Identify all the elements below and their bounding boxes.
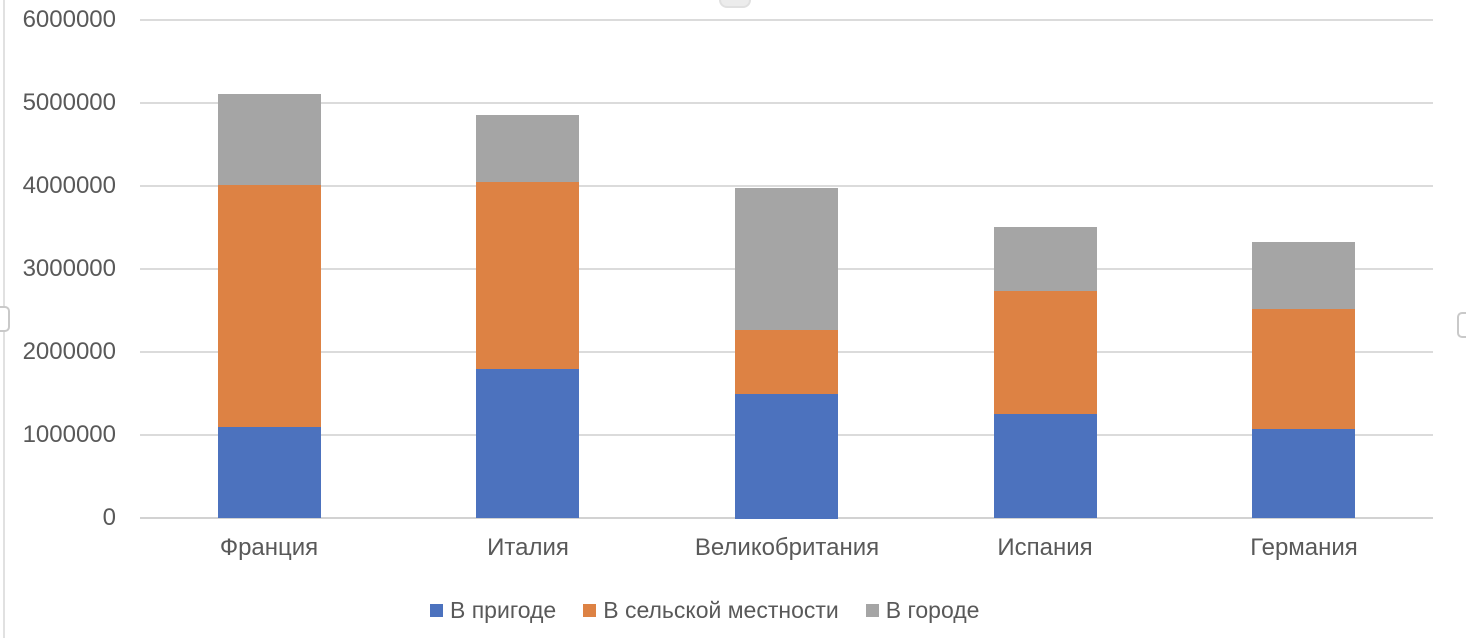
- y-axis-tick-label: 3000000: [22, 255, 116, 282]
- chart-resize-handle-left[interactable]: [0, 306, 10, 332]
- bar-segment-2-2[interactable]: [476, 182, 579, 369]
- x-axis-category-label: Франция: [219, 534, 319, 561]
- chart-frame-left-border: [3, 332, 5, 638]
- bar-segment-4-1[interactable]: [994, 414, 1097, 518]
- y-axis-tick-label: 0: [102, 504, 116, 531]
- bar-segment-5-3[interactable]: [1252, 242, 1355, 309]
- legend-swatch-icon: [583, 604, 597, 617]
- legend-swatch-icon: [430, 604, 443, 617]
- legend-label: В пригоде: [450, 597, 557, 623]
- y-axis-tick-label: 1000000: [22, 421, 116, 448]
- bar-segment-1-3[interactable]: [218, 94, 321, 185]
- legend-swatch-icon: [865, 604, 879, 617]
- y-gridline: [140, 185, 1433, 187]
- bar-segment-3-2[interactable]: [735, 330, 838, 394]
- bar-segment-3-1[interactable]: [735, 394, 838, 519]
- bar-segment-2-1[interactable]: [476, 369, 579, 518]
- legend-item[interactable]: В городе: [865, 597, 980, 624]
- y-axis-tick-label: 6000000: [22, 6, 116, 33]
- bar-segment-4-3[interactable]: [994, 227, 1097, 291]
- chart-frame-left-border: [3, 0, 5, 306]
- bar-segment-2-3[interactable]: [476, 115, 579, 182]
- legend-label: В городе: [885, 597, 980, 623]
- x-axis-category-label: Испания: [997, 534, 1093, 561]
- y-gridline: [140, 19, 1433, 21]
- bar-segment-1-2[interactable]: [218, 185, 321, 427]
- x-axis-category-label: Германия: [1250, 534, 1358, 561]
- y-gridline: [140, 102, 1433, 104]
- bar-segment-5-2[interactable]: [1252, 309, 1355, 429]
- bar-segment-3-3[interactable]: [735, 188, 838, 330]
- legend-label: В сельской местности: [603, 597, 839, 623]
- y-axis-tick-label: 4000000: [22, 172, 116, 199]
- legend-item[interactable]: В сельской местности: [583, 597, 839, 624]
- bar-segment-5-1[interactable]: [1252, 429, 1355, 518]
- legend-item[interactable]: В пригоде: [430, 597, 556, 624]
- chart-resize-handle-top[interactable]: [719, 0, 751, 8]
- bar-segment-1-1[interactable]: [218, 427, 321, 518]
- x-axis-category-label: Великобритания: [694, 534, 880, 561]
- chart-resize-handle-right[interactable]: [1457, 312, 1466, 338]
- chart-legend: В пригоде В сельской местности В городе: [430, 597, 979, 624]
- x-axis-category-label: Италия: [487, 534, 569, 561]
- y-axis-tick-label: 5000000: [22, 89, 116, 116]
- y-axis-tick-label: 2000000: [22, 338, 116, 365]
- bar-segment-4-2[interactable]: [994, 291, 1097, 414]
